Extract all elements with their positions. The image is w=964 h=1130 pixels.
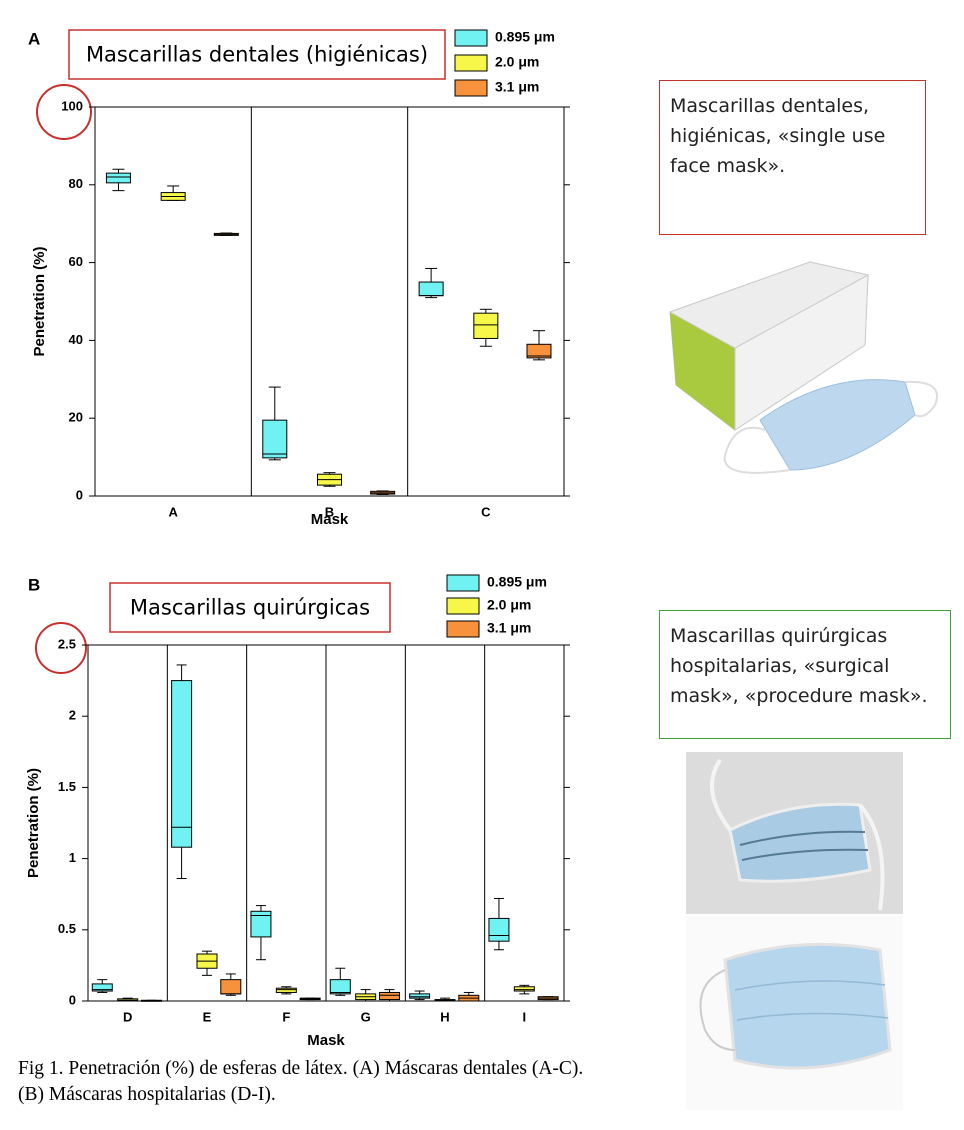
highlight-circle	[36, 84, 92, 140]
photo-surgical-mask	[686, 752, 903, 1110]
y-axis-label: Penetration (%)	[25, 768, 42, 878]
plot-frame	[94, 106, 565, 497]
chart-title: Mascarillas dentales (higiénicas)	[86, 43, 428, 67]
y-tick-label: 60	[69, 254, 83, 269]
box	[488, 917, 510, 942]
y-tick-label: 1	[69, 850, 76, 865]
y-tick-label: 80	[69, 176, 83, 191]
x-tick-label: I	[523, 1009, 527, 1024]
x-tick-label: D	[123, 1009, 132, 1024]
x-tick-label: A	[168, 504, 178, 519]
y-axis-label: Penetration (%)	[31, 246, 48, 356]
y-tick-label: 40	[69, 332, 83, 347]
x-tick-label: F	[282, 1009, 290, 1024]
legend-swatch	[454, 54, 488, 72]
y-tick-label: 100	[61, 98, 83, 113]
y-tick-label: 20	[69, 410, 83, 425]
x-tick-label: H	[440, 1009, 449, 1024]
box	[250, 910, 272, 938]
box	[171, 680, 193, 848]
y-tick-label: 0	[76, 487, 83, 502]
box	[91, 983, 113, 992]
legend-label: 2.0 μm	[495, 54, 539, 70]
box	[105, 172, 131, 184]
legend-label: 2.0 μm	[487, 597, 531, 613]
panel-label: B	[28, 575, 40, 594]
chart-title: Mascarillas quirúrgicas	[130, 596, 370, 620]
x-tick-label: G	[361, 1009, 371, 1024]
title-box	[68, 29, 446, 80]
legend-swatch	[454, 29, 488, 47]
legend-label: 0.895 μm	[487, 574, 547, 590]
y-tick-label: 0	[69, 992, 76, 1007]
box	[418, 281, 444, 297]
box	[409, 993, 431, 999]
y-tick-label: 1.5	[58, 779, 76, 794]
legend-swatch	[454, 79, 488, 97]
box	[262, 419, 288, 459]
highlight-circle	[35, 622, 87, 674]
x-axis-label: Mask	[307, 1032, 345, 1049]
box	[329, 979, 351, 995]
legend-swatch	[446, 574, 480, 592]
annotation-box: Mascarillas dentales, higiénicas, «singl…	[659, 80, 926, 235]
legend-swatch	[446, 620, 480, 638]
box	[513, 986, 535, 992]
legend-label: 0.895 μm	[495, 29, 555, 45]
y-tick-label: 2	[69, 708, 76, 723]
legend-swatch	[446, 597, 480, 615]
box	[526, 343, 552, 359]
x-tick-label: C	[481, 504, 491, 519]
annotation-box: Mascarillas quirúrgicas hospitalarias, «…	[659, 610, 951, 739]
title-box	[109, 582, 391, 633]
box	[378, 991, 400, 1001]
box	[473, 312, 499, 339]
figure-caption: Fig 1. Penetración (%) de esferas de lát…	[18, 1058, 584, 1105]
x-axis-label: Mask	[311, 511, 349, 528]
photo-dental-mask	[668, 261, 938, 474]
y-tick-label: 2.5	[58, 636, 76, 651]
x-tick-label: B	[325, 504, 334, 519]
legend-label: 3.1 μm	[495, 79, 539, 95]
y-tick-label: 0.5	[58, 921, 76, 936]
panel-label: A	[28, 29, 40, 48]
box	[275, 987, 297, 993]
box	[220, 979, 242, 995]
legend-label: 3.1 μm	[487, 620, 531, 636]
x-tick-label: E	[203, 1009, 212, 1024]
